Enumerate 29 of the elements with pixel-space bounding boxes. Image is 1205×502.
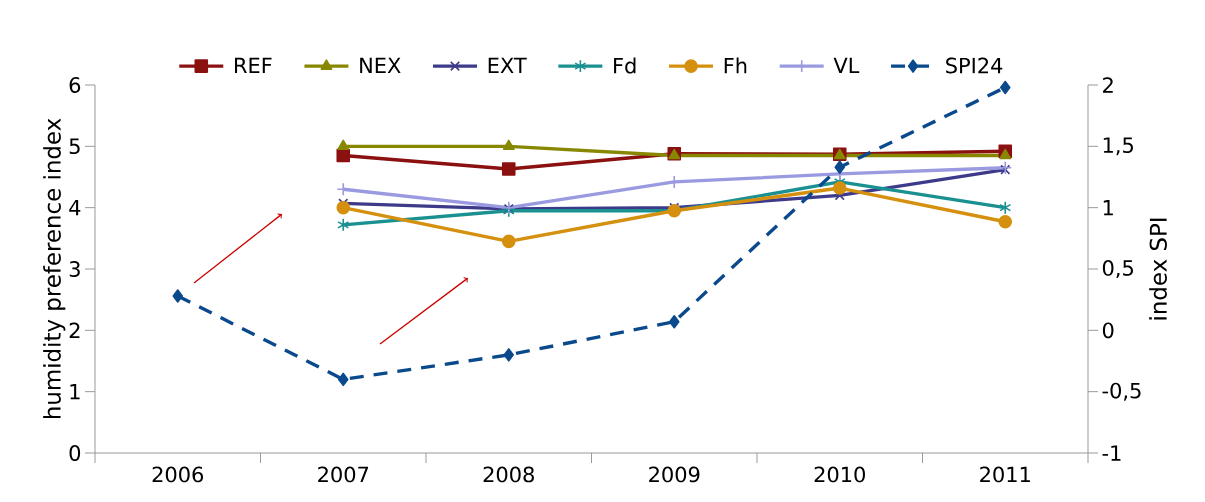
x-tick-label: 2010: [814, 466, 865, 483]
y-tick-label: 6: [69, 77, 81, 93]
y2-tick-label: 1,5: [1103, 137, 1133, 156]
x-tick-label: 2006: [152, 466, 204, 483]
x-tick-label: 2007: [318, 466, 369, 483]
y-tick-label: 2: [69, 322, 80, 339]
legend-label: NEX: [360, 57, 401, 73]
y-tick-label: 1: [70, 384, 80, 400]
y2-tick-label: 1: [1103, 200, 1113, 216]
legend-label: EXT: [488, 57, 527, 73]
x-tick-label: 2011: [980, 466, 1030, 483]
y2-tick-label: 0,5: [1102, 260, 1133, 278]
legend-label: REF: [235, 57, 272, 73]
y2-tick-label: 2: [1103, 77, 1113, 93]
y-tick-label: 0: [69, 445, 81, 461]
x-tick-label: 2008: [483, 466, 534, 483]
y-tick-label: 5: [69, 138, 80, 155]
y-axis-title: humidity preference index: [43, 118, 66, 419]
y-tick-label: 4: [69, 200, 81, 216]
legend-label: Fh: [724, 57, 747, 74]
x-tick-label: 2009: [649, 466, 700, 483]
y-tick-label: 3: [69, 261, 80, 277]
y2-tick-label: 0: [1102, 322, 1114, 339]
y2-tick-label: -0,5: [1102, 382, 1141, 401]
legend-label: Fd: [614, 57, 636, 74]
legend-label: VL: [833, 57, 860, 73]
y2-tick-label: -1: [1102, 445, 1121, 461]
y2-axis-title: index SPI: [1149, 218, 1167, 320]
legend-label: SPI24: [946, 57, 1003, 74]
